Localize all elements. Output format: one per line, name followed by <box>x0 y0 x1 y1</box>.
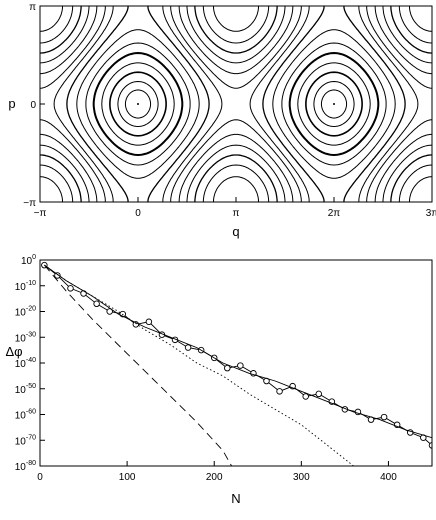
phase-contour-1 <box>117 81 355 127</box>
phase-y-ticks: π 0 −π <box>23 2 45 209</box>
series-circle-marker <box>93 300 100 308</box>
series-circle-marker <box>145 318 153 326</box>
series-circle-marker <box>428 442 432 449</box>
series-dotted-line <box>44 264 354 466</box>
phase-contour-2 <box>109 71 363 137</box>
convergence-x-tick-label: 200 <box>206 472 223 483</box>
series-circle-marker <box>302 393 309 400</box>
phase-contour-9 <box>40 6 432 202</box>
series-circle-marker <box>224 364 231 372</box>
phase-x-tick-label: π <box>233 208 240 219</box>
phase-y-tick-label: π <box>29 2 36 13</box>
series-circle-marker <box>54 272 61 279</box>
phase-contour-0 <box>124 89 348 119</box>
convergence-x-axis-label: N <box>231 491 240 506</box>
convergence-y-axis-label: Δφ <box>5 344 22 359</box>
series-circle-marker <box>276 388 283 395</box>
convergence-y-tick-label: 10-20 <box>15 306 36 319</box>
phase-x-tick-label: −π <box>34 208 47 219</box>
convergence-y-tick-label: 100 <box>21 254 36 267</box>
series-circle-marker <box>67 285 74 292</box>
phase-curves <box>40 6 432 202</box>
phase-plot-frame <box>39 5 433 203</box>
phase-contour-11 <box>40 6 432 202</box>
phase-y-axis-label: p <box>8 96 15 111</box>
phase-portrait-panel: −π 0 π 2π 3π π 0 −π q p <box>8 2 436 239</box>
convergence-series <box>41 261 432 466</box>
island-center-0 <box>137 103 139 105</box>
phase-contour-5 <box>85 42 387 166</box>
phase-x-axis-label: q <box>232 224 239 239</box>
series-circle-marker <box>315 390 323 398</box>
phase-y-tick-label: −π <box>23 198 36 209</box>
phase-contour-13 <box>40 6 432 202</box>
convergence-y-tick-label: 10-40 <box>15 357 36 370</box>
convergence-y-tick-label: 10-70 <box>15 434 36 447</box>
series-circle-marker <box>106 308 113 315</box>
series-solid-line <box>44 264 432 439</box>
convergence-plot-frame <box>39 259 433 467</box>
phase-x-ticks: −π 0 π 2π 3π <box>34 197 436 219</box>
phase-x-tick-label: 0 <box>135 208 141 219</box>
phase-x-tick-label: 3π <box>426 208 436 219</box>
phase-contour-4 <box>92 52 380 156</box>
convergence-y-tick-label: 10-30 <box>15 331 36 344</box>
convergence-x-tick-label: 100 <box>119 472 136 483</box>
phase-contour-7 <box>66 6 406 202</box>
series-circle-marker <box>184 344 192 351</box>
phase-contour-6 <box>76 29 396 179</box>
phase-contour-8 <box>53 6 419 202</box>
phase-contour-10 <box>40 6 432 202</box>
series-circle-marker <box>237 362 244 369</box>
phase-y-tick-label: 0 <box>30 100 36 111</box>
series-dashed-line <box>44 264 232 466</box>
convergence-y-tick-label: 10-50 <box>15 383 36 396</box>
series-circle-marker <box>80 290 87 297</box>
island-center-1 <box>332 103 335 105</box>
phase-contour-12 <box>40 6 432 202</box>
phase-x-tick-label: 2π <box>328 208 341 219</box>
convergence-y-tick-label: 10-80 <box>15 460 36 473</box>
convergence-x-tick-label: 0 <box>37 472 43 483</box>
convergence-x-tick-label: 300 <box>293 472 310 483</box>
convergence-x-ticks: 0 100 200 300 400 <box>37 461 397 483</box>
convergence-y-tick-label: 10-60 <box>15 409 36 422</box>
phase-contour-3 <box>101 62 371 146</box>
convergence-panel: 0 100 200 300 400 100 10-10 10-20 10-30 10-40 10-… <box>5 254 433 506</box>
convergence-y-tick-label: 10-10 <box>15 280 36 293</box>
convergence-x-tick-label: 400 <box>380 472 397 483</box>
convergence-y-ticks: 100 10-10 10-20 10-30 10-40 10-50 10-60 10-70 10… <box>15 254 45 473</box>
phase-contour-14 <box>40 6 432 202</box>
series-circle-marker <box>380 413 388 421</box>
